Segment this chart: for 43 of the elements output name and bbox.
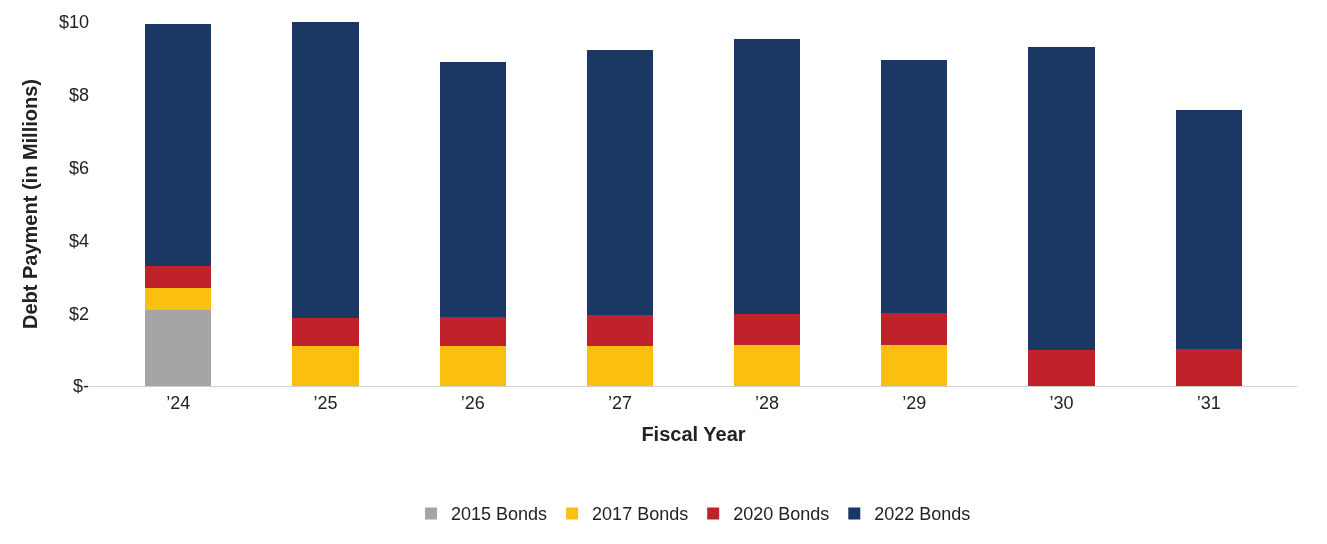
legend-label: 2022 Bonds	[874, 504, 971, 525]
bar	[145, 288, 212, 311]
bar	[881, 60, 948, 314]
bar	[586, 50, 654, 316]
x-axis-title: Fiscal Year	[641, 423, 746, 446]
bar	[439, 62, 506, 318]
bar	[733, 344, 801, 386]
legend-label: 2020 Bonds	[733, 504, 830, 525]
y-tick-label: $-	[72, 376, 89, 397]
bar	[1028, 46, 1095, 350]
x-tick-label: ’31	[1196, 392, 1221, 413]
bar	[1175, 348, 1242, 386]
x-tick-label: ’24	[166, 392, 191, 413]
x-tick-label: ’26	[460, 392, 485, 413]
bar	[881, 344, 948, 386]
bar	[292, 345, 359, 386]
y-axis-title: Debt Payment (in Millions)	[19, 78, 42, 330]
bar	[586, 345, 654, 386]
bar	[439, 345, 506, 386]
bar	[292, 22, 359, 319]
bar	[145, 310, 212, 386]
bar	[733, 38, 801, 315]
bar	[881, 313, 948, 345]
y-tick-label: $6	[68, 157, 89, 178]
legend-label: 2015 Bonds	[451, 504, 548, 525]
bar	[439, 317, 506, 346]
y-tick-label: $10	[58, 12, 89, 33]
x-tick-label: ’28	[755, 392, 780, 413]
y-tick-label: $4	[68, 230, 89, 251]
x-tick-label: ’27	[607, 392, 632, 413]
y-tick-label: $8	[68, 85, 89, 106]
bar	[145, 23, 212, 266]
y-tick-label: $2	[68, 303, 89, 324]
x-tick-label: ’25	[313, 392, 338, 413]
x-tick-label: ’30	[1049, 392, 1074, 413]
x-tick-label: ’29	[902, 392, 927, 413]
bar	[1175, 109, 1242, 349]
bar	[1028, 349, 1095, 386]
legend-label: 2017 Bonds	[592, 504, 689, 525]
bar	[733, 314, 801, 345]
bar	[145, 265, 212, 289]
bar	[586, 315, 654, 346]
bar	[292, 318, 359, 346]
